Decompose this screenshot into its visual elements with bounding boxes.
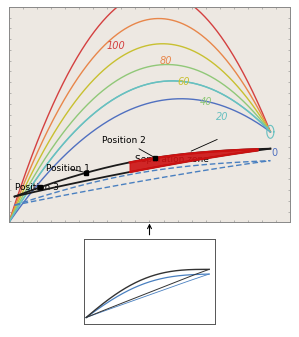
Text: Position 1: Position 1 — [45, 164, 89, 173]
Text: Position 3: Position 3 — [15, 183, 59, 192]
Text: 60: 60 — [177, 77, 190, 87]
Text: 100: 100 — [106, 40, 125, 51]
Text: Separation zone: Separation zone — [135, 140, 217, 164]
Text: 20: 20 — [216, 112, 229, 122]
Text: 40: 40 — [199, 97, 212, 106]
Text: 80: 80 — [160, 56, 173, 66]
Text: 0: 0 — [272, 148, 278, 158]
Text: Position 2: Position 2 — [102, 135, 153, 156]
